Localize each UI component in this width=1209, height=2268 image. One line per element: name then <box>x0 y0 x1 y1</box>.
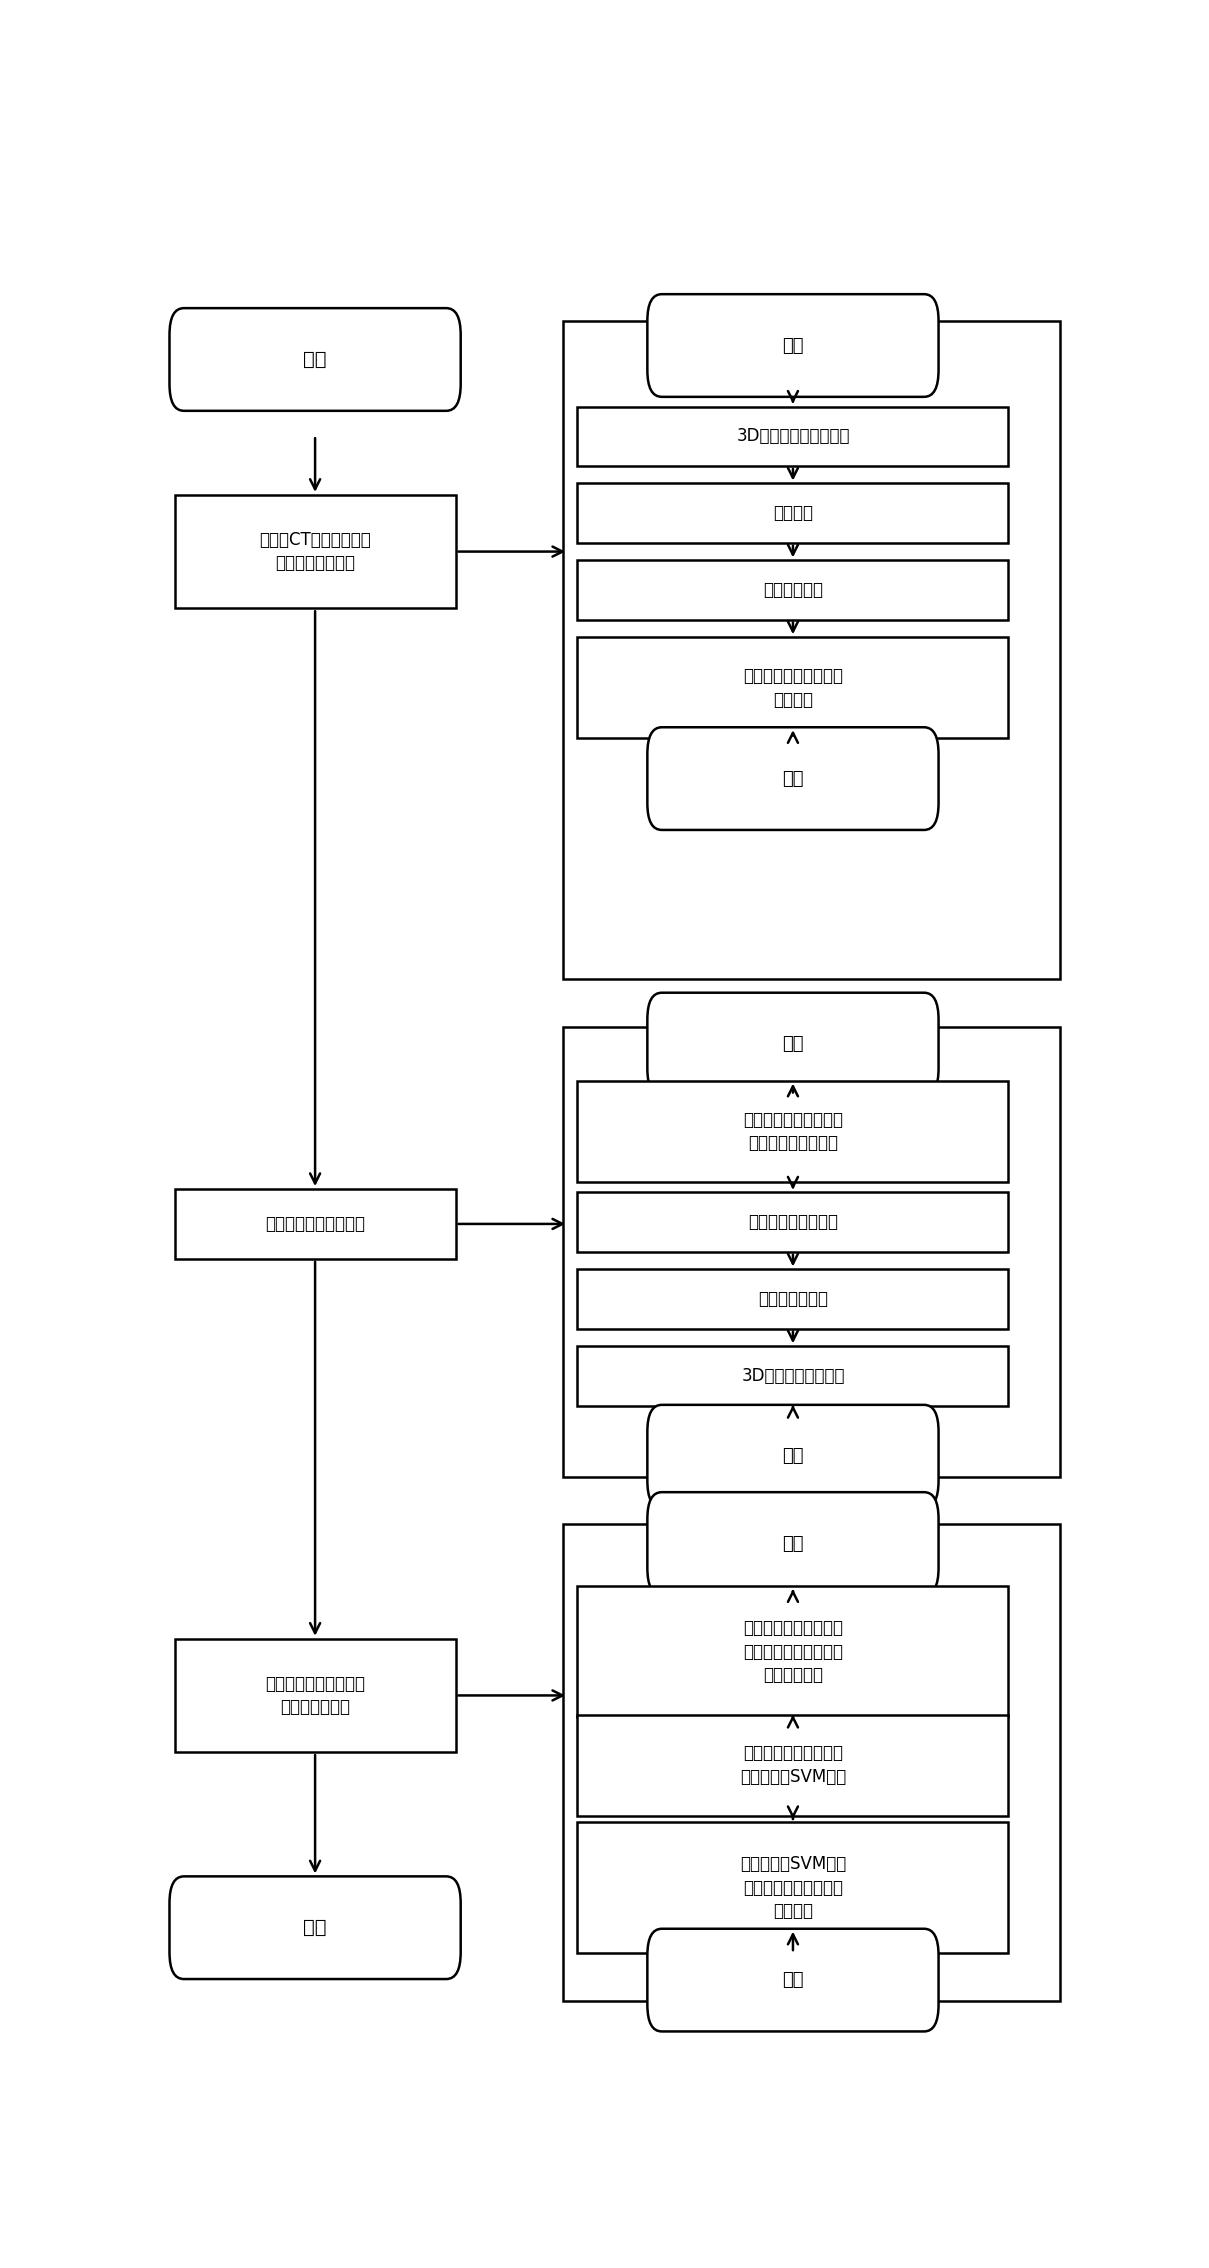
Text: 断开血管根部，使血管
成为独立连通域并提取
血管中心路径: 断开血管根部，使血管 成为独立连通域并提取 血管中心路径 <box>744 1619 843 1685</box>
FancyBboxPatch shape <box>647 1404 938 1508</box>
Bar <box>578 1585 1008 1717</box>
FancyBboxPatch shape <box>169 308 461 411</box>
Bar <box>563 1524 1060 2000</box>
Text: 剔除气管: 剔除气管 <box>773 503 812 522</box>
Text: 从肺实质中分割肺血管: 从肺实质中分割肺血管 <box>265 1216 365 1234</box>
Bar <box>578 1715 1008 1817</box>
Bar <box>578 1082 1008 1182</box>
Bar <box>174 494 456 608</box>
Bar <box>578 560 1008 619</box>
Text: 剔除黏连边界: 剔除黏连边界 <box>763 581 823 599</box>
Text: 开始: 开始 <box>303 349 326 370</box>
Text: 用训练好的SVM模型
对肺实质进行分类得到
肺叶组织: 用训练好的SVM模型 对肺实质进行分类得到 肺叶组织 <box>740 1855 846 1921</box>
Text: 用相邻的不同肺叶血管
训练二分类SVM模型: 用相邻的不同肺叶血管 训练二分类SVM模型 <box>740 1744 846 1787</box>
Bar <box>578 1821 1008 1953</box>
Bar <box>578 1347 1008 1406</box>
Bar <box>578 406 1008 465</box>
Bar <box>174 1188 456 1259</box>
Bar <box>578 1270 1008 1329</box>
Text: 结束: 结束 <box>303 1919 326 1937</box>
Text: 开始: 开始 <box>782 1034 804 1052</box>
FancyBboxPatch shape <box>647 1492 938 1594</box>
Text: 确定分割肺血管阈值: 确定分割肺血管阈值 <box>748 1213 838 1232</box>
Bar <box>578 637 1008 739</box>
FancyBboxPatch shape <box>647 993 938 1095</box>
Text: 从胸部CT图像中提取不
带肺血管的肺实质: 从胸部CT图像中提取不 带肺血管的肺实质 <box>259 531 371 572</box>
Text: 3D区域生长分割血管: 3D区域生长分割血管 <box>741 1368 845 1386</box>
Text: 通过闭运算把血管填充
进分割好的肺实质中: 通过闭运算把血管填充 进分割好的肺实质中 <box>744 1111 843 1152</box>
Text: 结束: 结束 <box>782 1971 804 1989</box>
Text: 结束: 结束 <box>782 1447 804 1465</box>
Text: 开始: 开始 <box>782 1535 804 1554</box>
Text: 3D区域生长提取肺实质: 3D区域生长提取肺实质 <box>736 426 850 445</box>
FancyBboxPatch shape <box>647 295 938 397</box>
FancyBboxPatch shape <box>647 1928 938 2032</box>
Bar <box>563 322 1060 980</box>
Text: 开始: 开始 <box>782 336 804 354</box>
FancyBboxPatch shape <box>169 1876 461 1980</box>
Text: 提取相邻不同肺叶血管
树之间的分界面: 提取相邻不同肺叶血管 树之间的分界面 <box>265 1674 365 1717</box>
Text: 获得独立的肺实质并标
记不同值: 获得独立的肺实质并标 记不同值 <box>744 667 843 708</box>
Text: 结束: 结束 <box>782 769 804 787</box>
Bar <box>578 1193 1008 1252</box>
FancyBboxPatch shape <box>647 728 938 830</box>
Bar <box>563 1027 1060 1476</box>
Text: 确定初始种子点: 确定初始种子点 <box>758 1290 828 1309</box>
Bar <box>174 1640 456 1753</box>
Bar <box>578 483 1008 542</box>
